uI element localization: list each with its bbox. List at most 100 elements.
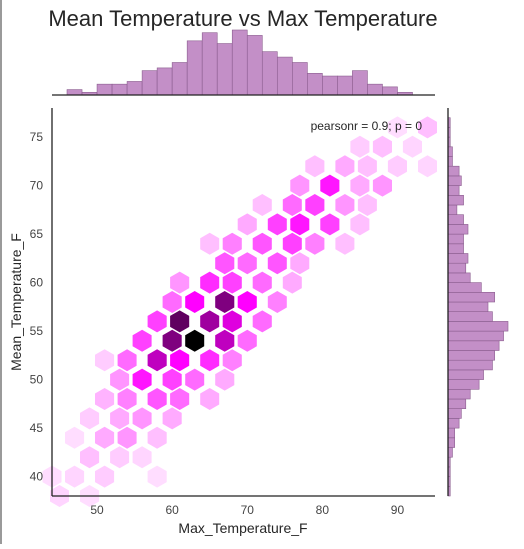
hexbin-63 — [350, 213, 370, 236]
x-axis-label: Max_Temperature_F — [178, 520, 307, 536]
hexbin-9 — [117, 426, 137, 449]
y-tick-45: 45 — [30, 421, 44, 435]
hexbin-57 — [305, 232, 325, 255]
hexbin-18 — [170, 388, 190, 410]
x-tick-80: 80 — [316, 503, 330, 517]
marginal-y-bar-14 — [447, 350, 495, 361]
hexbin-45 — [170, 271, 190, 294]
hexbin-71 — [372, 174, 392, 197]
hexbin-26 — [147, 349, 167, 372]
hexbin-81 — [418, 155, 437, 178]
x-tick-labels: 50 60 70 80 90 — [90, 503, 404, 517]
marginal-y-bar-29 — [447, 204, 458, 215]
hexbin-25 — [117, 349, 137, 372]
marginal-y-bar-16 — [447, 330, 504, 342]
marginal-y-bar-33 — [447, 165, 460, 177]
hexbin-23 — [185, 368, 205, 391]
hexbin-73 — [335, 155, 355, 178]
hexbin-16 — [117, 388, 137, 410]
marginal-x-bar-5 — [141, 70, 158, 96]
marginal-y-bar-22 — [447, 272, 471, 283]
marginal-x-bar-6 — [156, 67, 173, 96]
marginal-y-bar-4 — [447, 447, 453, 458]
y-tick-75: 75 — [30, 130, 44, 144]
marginal-y-bar-5 — [447, 437, 455, 448]
y-tick-40: 40 — [30, 470, 44, 484]
hexbin-20 — [110, 368, 130, 391]
marginal-x-bar-3 — [111, 83, 128, 96]
hexbin-44 — [267, 291, 287, 313]
hexbin-50 — [215, 252, 235, 275]
hexbin-55 — [252, 232, 272, 255]
hexbin-15 — [95, 388, 115, 410]
y-tick-labels: 40 45 50 55 60 65 70 75 — [30, 130, 44, 484]
hexbin-86 — [147, 465, 167, 488]
x-tick-50: 50 — [90, 503, 104, 517]
hexbin-3 — [65, 465, 85, 488]
marginal-y-bar-13 — [447, 359, 493, 371]
hexbin-5 — [80, 446, 100, 469]
hexbin-14 — [162, 407, 182, 430]
pearson-annotation: pearsonr = 0.9; p = 0 — [311, 119, 423, 133]
hexbin-8 — [95, 426, 115, 449]
hexbin-43 — [237, 291, 257, 313]
marginal-x-bar-14 — [276, 56, 293, 96]
y-tick-50: 50 — [30, 373, 44, 387]
hexbin-62 — [320, 213, 340, 236]
hexbin-19 — [200, 388, 220, 410]
hexbin-27 — [170, 349, 190, 372]
marginal-x-histogram — [66, 29, 413, 96]
hexbin-17 — [147, 388, 167, 410]
hexbin-28 — [200, 349, 220, 372]
hexbin-21 — [132, 368, 152, 391]
marginal-y-bar-21 — [447, 282, 482, 293]
marginal-y-bar-19 — [447, 301, 489, 312]
y-axis-label: Mean_Temperature_F — [8, 233, 24, 371]
marginal-x-bar-17 — [322, 75, 338, 96]
hexbin-85 — [95, 349, 115, 372]
marginal-x-bar-18 — [337, 75, 353, 96]
marginal-x-bar-8 — [186, 40, 203, 96]
hexbin-75 — [387, 155, 407, 178]
hexbin-64 — [282, 194, 302, 216]
marginal-x-bar-11 — [231, 29, 248, 96]
marginal-x-bar-12 — [246, 35, 263, 96]
hexbin-52 — [267, 252, 287, 275]
hexbin-39 — [252, 310, 272, 333]
marginal-x-bar-7 — [171, 62, 188, 96]
hexbin-82 — [252, 194, 272, 216]
marginal-y-bar-12 — [447, 369, 484, 380]
hexbin-32 — [185, 329, 205, 352]
marginal-y-bar-10 — [447, 388, 471, 400]
marginal-y-bar-11 — [447, 379, 480, 390]
hexbin-70 — [350, 174, 370, 197]
marginal-y-bar-28 — [447, 214, 464, 225]
hexbin-35 — [147, 310, 167, 333]
marginal-x-bar-13 — [261, 51, 278, 96]
hexbin-68 — [290, 174, 310, 197]
y-tick-65: 65 — [30, 227, 44, 241]
marginal-y-bar-32 — [447, 175, 462, 186]
x-tick-90: 90 — [391, 503, 405, 517]
hexbin-83 — [200, 232, 220, 255]
hexbin-60 — [267, 213, 287, 236]
marginal-y-bar-7 — [447, 418, 460, 429]
marginal-x-bar-9 — [201, 32, 218, 96]
marginal-x-bar-16 — [307, 73, 323, 96]
marginal-y-bar-6 — [447, 427, 455, 439]
marginal-y-bar-34 — [447, 156, 453, 167]
hexbin-49 — [282, 271, 302, 294]
hexbin-53 — [290, 252, 310, 275]
marginal-y-bar-9 — [447, 398, 467, 409]
marginal-x-bar-19 — [352, 70, 368, 96]
hexbin-47 — [222, 271, 242, 294]
chart-title: Mean Temperature vs Max Temperature — [48, 6, 437, 31]
marginal-y-bar-31 — [447, 185, 460, 196]
hexbin-22 — [162, 368, 182, 391]
hexbin-67 — [357, 194, 377, 216]
marginal-y-bar-15 — [447, 340, 500, 351]
marginal-y-bar-8 — [447, 408, 462, 419]
hexbin-33 — [215, 329, 235, 352]
